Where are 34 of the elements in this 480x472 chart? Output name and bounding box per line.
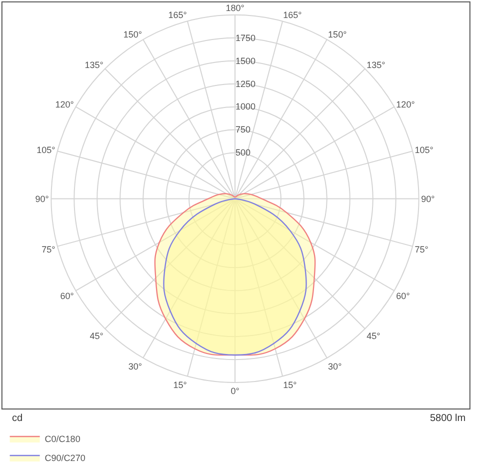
spoke-label: 120°	[396, 99, 416, 110]
spoke-label: 150°	[123, 30, 142, 40]
spoke-label: 75°	[414, 244, 429, 254]
legend-label: C90/C270	[44, 453, 86, 464]
spoke-label: 0°	[230, 386, 240, 396]
spoke-label: 105°	[36, 145, 56, 156]
spoke-label: 60°	[396, 291, 410, 302]
spoke-label: 30°	[328, 361, 342, 372]
spoke-label: 75°	[42, 244, 56, 254]
spoke-label: 135°	[366, 60, 386, 70]
spoke-label: 60°	[60, 291, 74, 302]
spoke-label: 105°	[414, 145, 434, 156]
spoke-label: 15°	[283, 380, 298, 390]
legend-label: C0/C180	[44, 434, 80, 444]
spoke-label: 90°	[421, 194, 436, 204]
y-tick-label: 500	[236, 148, 251, 158]
spoke-label: 150°	[328, 30, 348, 40]
y-tick-label: 1000	[236, 102, 256, 112]
y-tick-label: 750	[236, 124, 251, 135]
spoke-label: 135°	[84, 60, 104, 70]
y-tick-label: 1750	[236, 32, 256, 43]
spoke-label: 120°	[55, 99, 74, 110]
spoke-label: 15°	[173, 380, 188, 390]
spoke-label: 90°	[35, 194, 50, 204]
text: 5800 lm	[430, 413, 466, 424]
text: cd	[12, 413, 23, 424]
spoke-label: 180°	[226, 2, 245, 13]
spoke-label: 45°	[90, 330, 104, 341]
y-tick-label: 1250	[236, 78, 256, 89]
spoke-label: 165°	[168, 10, 188, 20]
spoke-label: 45°	[366, 330, 381, 341]
y-tick-label: 1500	[236, 56, 256, 66]
spoke-label: 30°	[128, 361, 142, 372]
spoke-label: 165°	[283, 10, 302, 20]
